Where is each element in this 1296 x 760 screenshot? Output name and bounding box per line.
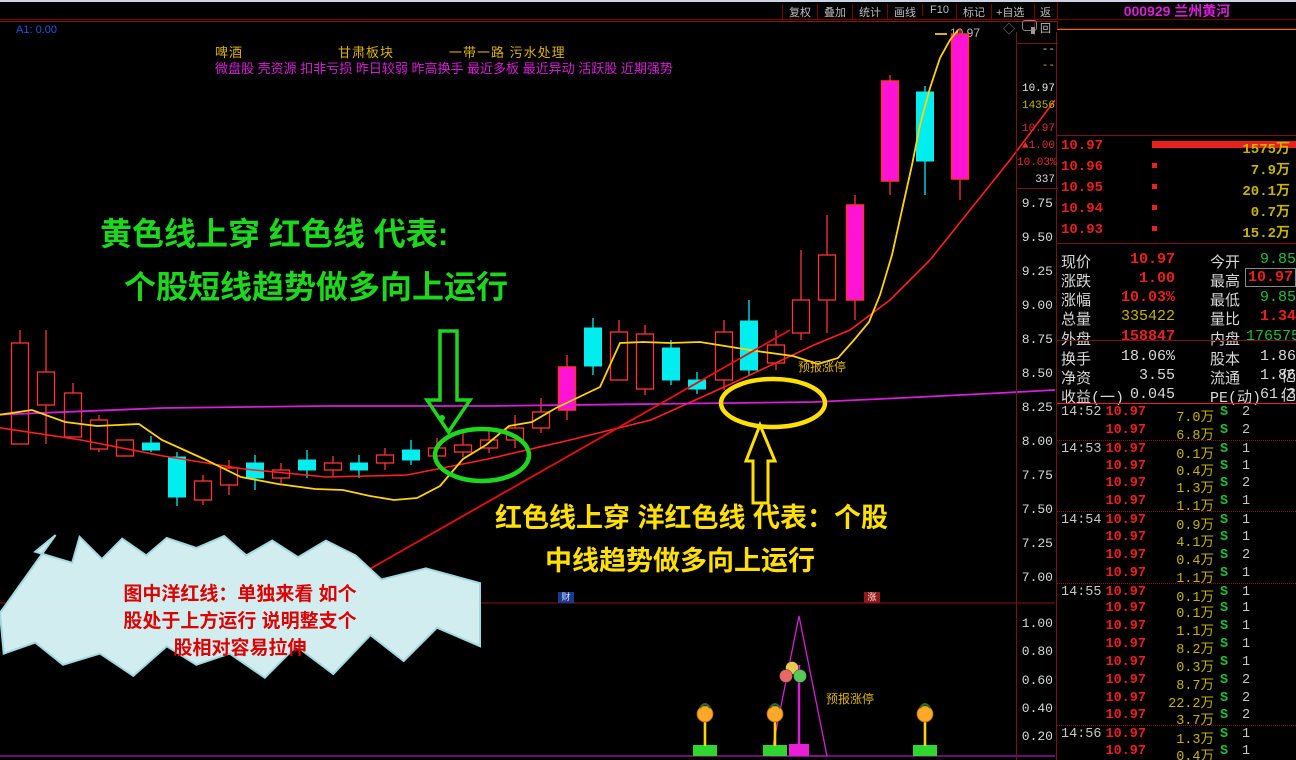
svg-text:涨: 涨 — [867, 592, 876, 602]
svg-text:红色线上穿 洋红色线 代表：个股: 红色线上穿 洋红色线 代表：个股 — [495, 503, 888, 533]
svg-text:预报涨停: 预报涨停 — [826, 691, 874, 706]
svg-text:个股短线趋势做多向上运行: 个股短线趋势做多向上运行 — [124, 269, 508, 305]
svg-text:股相对容易拉伸: 股相对容易拉伸 — [173, 636, 306, 659]
svg-text:财: 财 — [561, 591, 570, 602]
svg-text:中线趋势做多向上运行: 中线趋势做多向上运行 — [545, 546, 815, 576]
svg-text:黄色线上穿 红色线 代表:: 黄色线上穿 红色线 代表: — [100, 216, 448, 252]
svg-text:图中洋红线：单独来看 如个: 图中洋红线：单独来看 如个 — [123, 583, 356, 605]
svg-text:预报涨停: 预报涨停 — [798, 359, 846, 374]
svg-text:股处于上方运行 说明整支个: 股处于上方运行 说明整支个 — [123, 609, 356, 632]
